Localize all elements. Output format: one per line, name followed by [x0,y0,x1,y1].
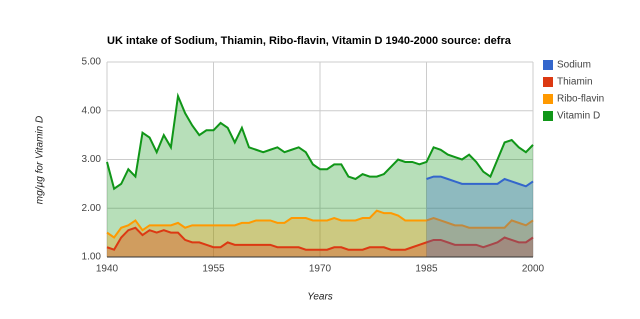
x-tick-label: 1955 [202,264,225,275]
x-tick-label: 1940 [96,264,119,275]
y-tick-label: 1.00 [82,252,102,263]
y-tick-label: 2.00 [82,203,102,214]
line [106,209,534,239]
y-tick-label: 4.00 [82,105,102,116]
area [426,176,533,257]
legend-swatch [543,111,553,121]
legend-swatch [543,94,553,104]
x-tick-label: 1985 [415,264,438,275]
line [106,92,534,191]
y-axis-title: mg/µg for Vitamin D [35,116,46,204]
x-axis-title: Years [307,292,333,303]
area [107,227,533,257]
y-tick-label: 5.00 [82,57,102,68]
legend-label: Sodium [557,60,591,71]
line [106,226,534,251]
legend-swatch [543,60,553,70]
y-tick-label: 3.00 [82,154,102,165]
area [107,210,533,257]
legend-label: Vitamin D [557,111,600,122]
x-tick-label: 2000 [522,264,545,275]
chart-title: UK intake of Sodium, Thiamin, Ribo-flavi… [107,35,512,47]
area [107,96,533,257]
x-tick-label: 1970 [309,264,332,275]
legend-label: Thiamin [557,77,593,88]
legend-label: Ribo-flavin [557,94,604,105]
legend-swatch [543,77,553,87]
line [426,175,534,188]
